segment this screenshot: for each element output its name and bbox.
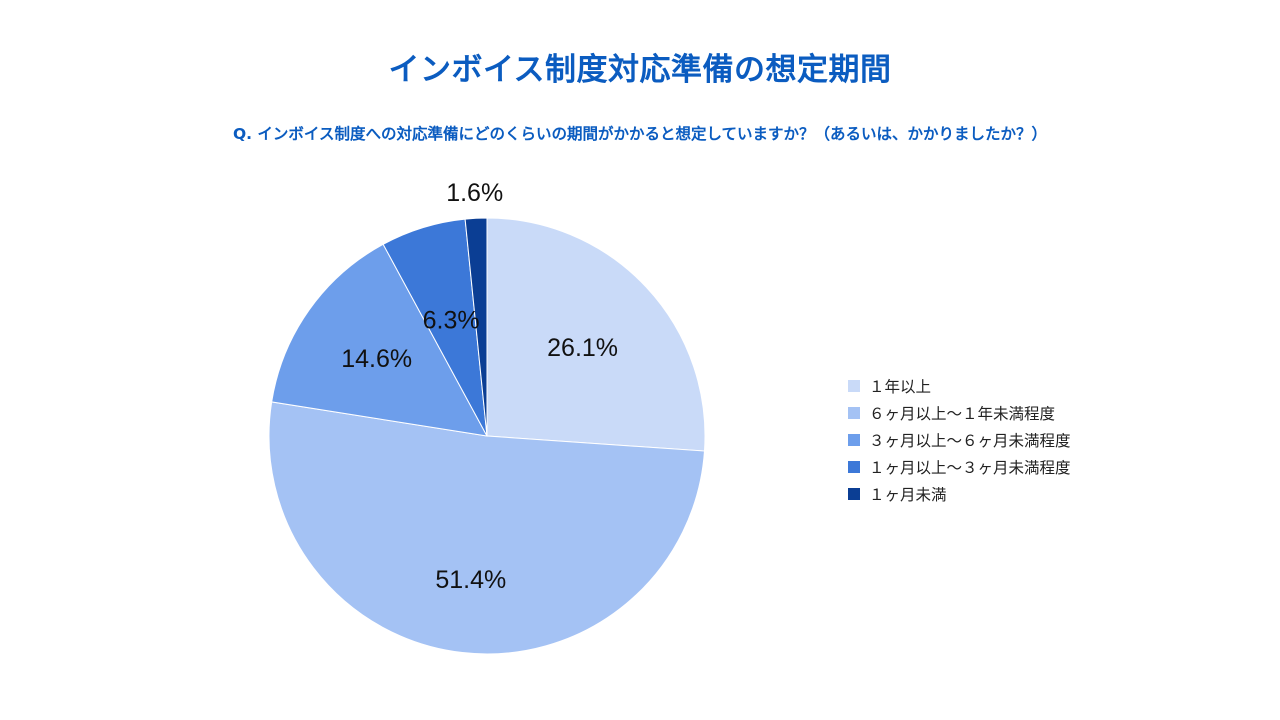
legend-label: ６ヶ月以上～１年未満程度: [869, 404, 1056, 423]
data-label-5: 1.6%: [446, 179, 503, 207]
pie-slice-3: [271, 243, 488, 437]
pie-slices: [268, 217, 706, 655]
pie-slice-2: [268, 401, 706, 655]
legend-swatch: [848, 406, 860, 419]
legend-item-5: １ヶ月未満: [848, 480, 1071, 507]
legend-item-4: １ヶ月以上～３ヶ月未満程度: [848, 453, 1071, 480]
legend-item-2: ６ヶ月以上～１年未満程度: [848, 399, 1071, 426]
chart-title: インボイス制度対応準備の想定期間: [388, 52, 892, 88]
data-label-2: 51.4%: [435, 566, 506, 594]
legend-item-3: ３ヶ月以上～６ヶ月未満程度: [848, 426, 1071, 453]
chart-legend: １年以上 ６ヶ月以上～１年未満程度 ３ヶ月以上～６ヶ月未満程度 １ヶ月以上～３ヶ月未満…: [848, 372, 1071, 507]
legend-swatch: [848, 487, 860, 500]
legend-label: １ヶ月以上～３ヶ月未満程度: [869, 458, 1071, 477]
legend-label: １ヶ月未満: [869, 485, 947, 504]
legend-swatch: [848, 433, 860, 446]
legend-swatch: [848, 379, 860, 392]
data-label-3: 14.6%: [341, 345, 412, 373]
legend-item-1: １年以上: [848, 372, 1071, 399]
data-label-1: 26.1%: [547, 334, 618, 362]
question-text: Q. インボイス制度への対応準備にどのくらいの期間がかかると想定していますか？（…: [232, 125, 1048, 143]
legend-swatch: [848, 460, 860, 473]
legend-label: ３ヶ月以上～６ヶ月未満程度: [869, 431, 1071, 450]
data-label-4: 6.3%: [423, 306, 480, 334]
pie-data-labels: 26.1% 51.4% 14.6% 6.3% 1.6%: [341, 179, 618, 594]
pie-slice-1: [486, 217, 706, 452]
pie-slice-5: [464, 217, 488, 437]
legend-label: １年以上: [869, 377, 932, 396]
